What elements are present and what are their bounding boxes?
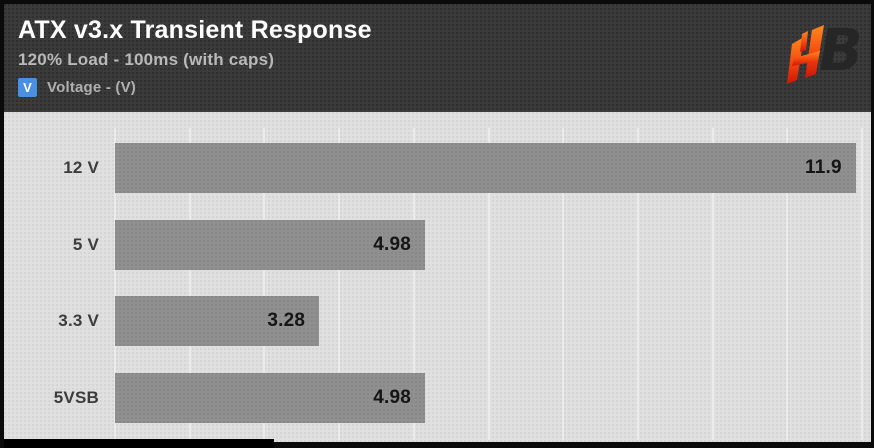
gridline: [861, 128, 863, 440]
bottom-left-accent-bar: [4, 439, 274, 448]
category-label: 5 V: [72, 234, 99, 254]
legend: V Voltage - (V): [18, 78, 871, 97]
category-label: 12 V: [63, 158, 99, 178]
chart-header: ATX v3.x Transient Response 120% Load - …: [4, 4, 871, 112]
legend-voltage-label: Voltage - (V): [47, 79, 136, 96]
chart-title: ATX v3.x Transient Response: [18, 16, 372, 44]
gridline: [263, 128, 266, 440]
gridline: [562, 128, 565, 440]
legend-voltage-badge: V: [18, 78, 37, 97]
bar-row: 5VSB 4.98: [4, 360, 871, 437]
gridline: [114, 128, 116, 440]
bar-track: 11.9: [115, 143, 862, 194]
chart-subtitle: 120% Load - 100ms (with caps): [18, 50, 275, 69]
gridline: [711, 128, 714, 440]
gridline: [412, 128, 415, 440]
value-bar: 11.9: [115, 143, 856, 194]
bottom-frame-bar: [4, 442, 871, 448]
gridline: [188, 128, 191, 440]
bar-row: 5 V 4.98: [4, 207, 871, 284]
bar-row: 12 V 11.9: [4, 130, 871, 207]
plot-area: 12 V 11.9 5 V 4.98 3.3 V 3.28 5VSB 4.98: [4, 112, 871, 442]
bar-row: 3.3 V 3.28: [4, 283, 871, 360]
bar-rows: 12 V 11.9 5 V 4.98 3.3 V 3.28 5VSB 4.98: [4, 130, 871, 436]
logo-letter-h: [787, 25, 824, 84]
value-bar: 3.28: [115, 296, 320, 347]
value-label: 4.98: [373, 386, 411, 408]
bar-track: 3.28: [115, 296, 862, 347]
value-label: 3.28: [267, 310, 306, 332]
hardware-busters-logo-icon: B: [787, 16, 864, 84]
gridline: [338, 128, 341, 440]
gridline: [487, 128, 490, 440]
bar-track: 4.98: [115, 372, 862, 423]
value-bar: 4.98: [115, 372, 425, 423]
value-label: 4.98: [373, 233, 411, 255]
value-label: 11.9: [805, 157, 842, 179]
gridline: [786, 128, 789, 440]
value-bar: 4.98: [115, 219, 425, 270]
gridline: [636, 128, 639, 440]
gridlines: [114, 128, 863, 440]
bar-track: 4.98: [115, 219, 862, 270]
category-label: 3.3 V: [58, 311, 99, 331]
category-label: 5VSB: [53, 387, 99, 407]
